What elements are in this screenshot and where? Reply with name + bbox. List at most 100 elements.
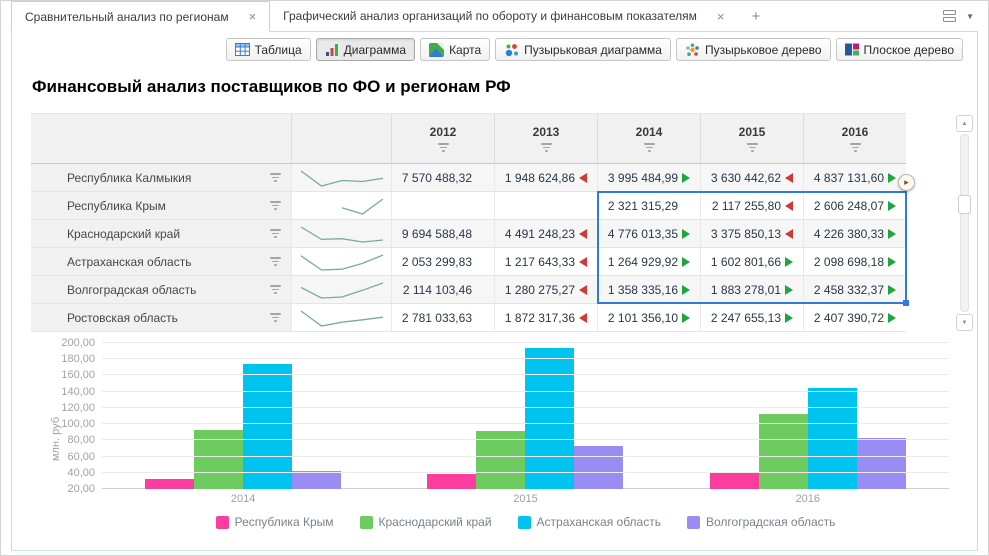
value-cell[interactable]: 2 321 315,29 [597,192,700,220]
column-filter-icon[interactable] [746,143,758,152]
value-cell[interactable]: 3 375 850,13 [700,220,803,248]
bar[interactable] [292,471,342,489]
value-cell[interactable]: 1 217 643,33 [494,248,597,276]
legend-item[interactable]: Республика Крым [215,515,334,529]
chart-plot-area: 20,00 40,00 60,00 80,00 100,00 120,00 140,00 16… [61,337,949,495]
bar[interactable] [574,446,624,489]
close-icon[interactable]: × [248,9,257,24]
column-filter-icon[interactable] [437,143,449,152]
legend-item[interactable]: Астраханская область [517,515,661,529]
value-cell[interactable]: 2 053 299,83 [391,248,494,276]
bubble-tree-view-button[interactable]: Пузырьковое дерево [675,38,831,61]
value-cell[interactable]: 1 883 278,01 [700,276,803,304]
value-cell[interactable]: 1 358 335,16 [597,276,700,304]
row-filter-icon[interactable] [270,173,281,182]
tab-graphical-analysis[interactable]: Графический анализ организаций по оборот… [270,1,737,31]
value-cell[interactable]: 2 117 255,80 [700,192,803,220]
bar[interactable] [709,472,759,489]
value-cell[interactable]: 9 694 588,48 [391,220,494,248]
value-cell[interactable]: 2 606 248,07 [803,192,906,220]
value-cell[interactable]: 2 407 390,72 [803,304,906,332]
value-cell[interactable]: 3 995 484,99 [597,164,700,192]
value-cell[interactable]: 2 098 698,18 [803,248,906,276]
flat-tree-view-button[interactable]: Плоское дерево [835,38,963,61]
close-icon[interactable]: × [716,8,725,24]
bar-chart: млн. руб 20,00 40,00 60,00 80,00 100,00 120,0… [44,337,949,529]
scroll-up-button[interactable]: ▲ [956,115,973,132]
bubble-diagram-view-button[interactable]: Пузырьковая диаграмма [495,38,671,61]
value-cell[interactable] [494,192,597,220]
value-cell[interactable]: 2 458 332,37 [803,276,906,304]
increase-icon [888,256,901,267]
button-label: Плоское дерево [863,42,954,57]
tab-comparative-analysis[interactable]: Сравнительный анализ по регионам × [11,1,271,32]
column-filter-icon[interactable] [849,143,861,152]
table-view-button[interactable]: Таблица [225,38,311,61]
cell-value: 4 226 380,33 [813,226,884,241]
cell-value: 4 491 248,23 [504,226,575,241]
value-cell[interactable]: 2 114 103,46 [391,276,494,304]
button-label: Диаграмма [343,42,407,57]
region-cell[interactable]: Волгоградская область [31,276,291,304]
row-filter-icon[interactable] [270,201,281,210]
row-filter-icon[interactable] [270,229,281,238]
bar[interactable] [525,347,575,489]
column-filter-icon[interactable] [540,143,552,152]
new-tab-button[interactable]: + [751,7,761,25]
table-scrollbar[interactable]: ▲ ▼ [955,115,974,331]
bar[interactable] [145,478,195,489]
value-cell[interactable]: 7 570 488,32 [391,164,494,192]
value-cell[interactable]: 2 247 655,13 [700,304,803,332]
bar[interactable] [856,437,906,489]
region-cell[interactable]: Ростовская область [31,304,291,332]
region-cell[interactable]: Краснодарский край [31,220,291,248]
region-table-zone: 2012 2013 2014 2015 2016 Республика Калмыкия 7… [31,113,976,332]
chart-view-button[interactable]: Диаграмма [315,38,416,61]
value-cell[interactable]: 1 872 317,36 [494,304,597,332]
region-cell[interactable]: Республика Калмыкия [31,164,291,192]
legend-label: Республика Крым [234,515,334,529]
legend-item[interactable]: Краснодарский край [359,515,492,529]
year-column-header[interactable]: 2016 [803,114,906,164]
increase-icon [888,200,901,211]
legend-item[interactable]: Волгоградская область [686,515,835,529]
y-axis-tick-label: 160,00 [61,369,95,382]
value-cell[interactable]: 1 948 624,86 [494,164,597,192]
selection-expand-button[interactable]: ▸ [898,174,915,191]
cell-value: 2 321 315,29 [607,198,678,213]
value-cell[interactable]: 1 264 929,92 [597,248,700,276]
decrease-icon [579,284,592,295]
region-cell[interactable]: Астраханская область [31,248,291,276]
value-cell[interactable] [391,192,494,220]
value-cell[interactable]: 2 781 033,63 [391,304,494,332]
scrollbar-track[interactable] [958,134,971,312]
column-filter-icon[interactable] [643,143,655,152]
row-filter-icon[interactable] [270,257,281,266]
layout-icon[interactable] [943,10,957,22]
year-column-header[interactable]: 2012 [391,114,494,164]
bar[interactable] [758,414,808,489]
value-cell[interactable]: 4 491 248,23 [494,220,597,248]
row-filter-icon[interactable] [270,285,281,294]
map-view-button[interactable]: Карта [420,38,491,61]
value-cell[interactable]: 2 101 356,10 [597,304,700,332]
row-filter-icon[interactable] [270,313,281,322]
year-column-header[interactable]: 2014 [597,114,700,164]
year-column-header[interactable]: 2013 [494,114,597,164]
region-cell[interactable]: Республика Крым [31,192,291,220]
value-cell[interactable]: 4 776 013,35 [597,220,700,248]
value-cell[interactable]: 3 630 442,62 [700,164,803,192]
value-cell[interactable]: 4 837 131,60 [803,164,906,192]
chevron-down-icon[interactable]: ▼ [966,11,974,21]
year-column-header[interactable]: 2015 [700,114,803,164]
scroll-down-button[interactable]: ▼ [956,314,973,331]
scrollbar-thumb[interactable] [958,195,971,214]
region-name: Краснодарский край [67,226,181,241]
value-cell[interactable]: 4 226 380,33 [803,220,906,248]
value-cell[interactable]: 1 602 801,66 [700,248,803,276]
value-cell[interactable]: 1 280 275,27 [494,276,597,304]
bar[interactable] [243,364,293,489]
sparkline-column-header [291,114,391,164]
bar[interactable] [427,474,477,489]
increase-icon [682,228,695,239]
